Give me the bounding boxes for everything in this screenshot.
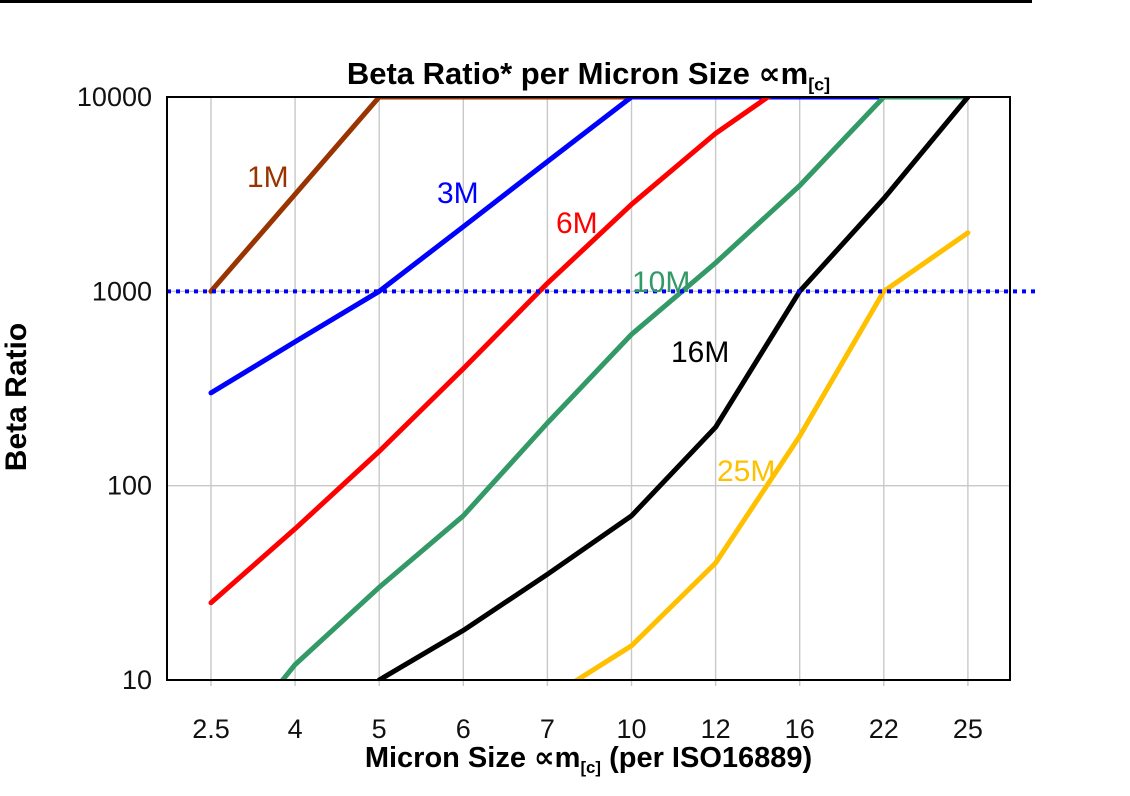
x-tick-label: 6	[456, 714, 471, 744]
y-tick-label: 1000	[92, 276, 152, 306]
x-tick-label: 4	[288, 714, 303, 744]
chart-title-text: Beta Ratio* per Micron Size	[346, 56, 759, 91]
series-line-6M	[208, 97, 773, 606]
x-tick-label: 5	[372, 714, 387, 744]
x-tick-label: 7	[540, 714, 555, 744]
x-tick-label: 10	[616, 714, 646, 744]
series-line-1M	[208, 97, 971, 294]
top-edge-line	[0, 0, 1032, 3]
chart-title: Beta Ratio* per Micron Size ∝m[c]	[167, 56, 1010, 95]
series-line-3M	[208, 97, 971, 396]
x-tick-label: 25	[953, 714, 983, 744]
x-tick-label: 12	[701, 714, 731, 744]
micron-subscript: [c]	[580, 757, 602, 777]
series-line-10M	[279, 97, 971, 680]
series-label-3M: 3M	[437, 177, 479, 210]
micron-symbol: ∝m	[758, 56, 809, 91]
x-tick-label: 2.5	[192, 714, 230, 744]
micron-subscript: [c]	[808, 74, 831, 95]
series-line-16M	[376, 97, 971, 680]
series-label-16M: 16M	[671, 336, 730, 369]
series-label-25M: 25M	[717, 455, 776, 488]
series-group	[208, 97, 971, 680]
y-tick-label: 100	[107, 471, 152, 501]
y-tick-label: 10000	[77, 82, 152, 112]
micron-symbol: ∝m	[534, 742, 581, 774]
x-axis-title-suffix: (per ISO16889)	[601, 742, 813, 774]
series-line-25M	[572, 230, 971, 680]
x-axis-title-text: Micron Size	[364, 742, 535, 774]
x-tick-label: 16	[785, 714, 815, 744]
y-axis-title: Beta Ratio	[0, 322, 33, 472]
series-label-6M: 6M	[556, 207, 598, 240]
y-tick-label: 10	[122, 665, 152, 695]
series-label-1M: 1M	[247, 161, 289, 194]
plot-frame	[166, 96, 1011, 681]
x-axis-title: Micron Size ∝m[c] (per ISO16889)	[167, 740, 1010, 778]
series-label-10M: 10M	[632, 266, 691, 299]
x-tick-label: 22	[869, 714, 899, 744]
